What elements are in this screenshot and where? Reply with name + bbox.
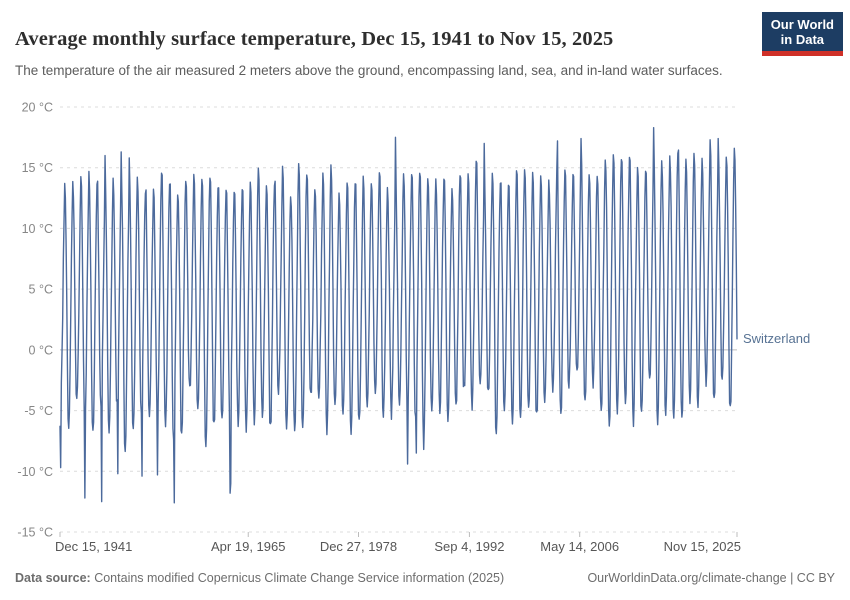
y-axis-tick-label: 5 °C (29, 283, 53, 297)
y-axis-tick-label: 15 °C (22, 161, 53, 175)
chart-subtitle: The temperature of the air measured 2 me… (15, 62, 723, 78)
chart-footer: Data source: Contains modified Copernicu… (15, 571, 835, 585)
series-label-switzerland: Switzerland (743, 331, 810, 346)
owid-logo[interactable]: Our World in Data (761, 12, 843, 56)
x-axis-tick-label: Dec 15, 1941 (55, 539, 132, 554)
data-source-label: Data source: (15, 571, 91, 585)
y-axis-tick-label: -15 °C (17, 526, 53, 540)
y-axis-tick-label: 20 °C (22, 101, 53, 115)
chart-title: Average monthly surface temperature, Dec… (15, 27, 614, 50)
owid-logo-line2: in Data (780, 32, 825, 47)
citation-link[interactable]: OurWorldinData.org/climate-change | CC B… (587, 571, 835, 585)
x-axis-tick-label: Dec 27, 1978 (320, 539, 397, 554)
x-axis-tick-label: Nov 15, 2025 (664, 539, 741, 554)
owid-logo-line1: Our World (770, 17, 834, 32)
x-axis-tick-label: Apr 19, 1965 (211, 539, 285, 554)
data-source-text: Contains modified Copernicus Climate Cha… (90, 571, 505, 585)
y-axis-tick-label: 10 °C (22, 222, 53, 236)
temperature-line-switzerland[interactable] (59, 126, 738, 504)
data-source-note: Data source: Contains modified Copernicu… (15, 571, 504, 585)
y-axis-tick-label: 0 °C (29, 343, 53, 357)
x-axis-tick-label: May 14, 2006 (540, 539, 619, 554)
y-axis-tick-label: -10 °C (17, 465, 53, 479)
y-axis-tick-label: -5 °C (24, 404, 53, 418)
x-axis-tick-label: Sep 4, 1992 (434, 539, 504, 554)
